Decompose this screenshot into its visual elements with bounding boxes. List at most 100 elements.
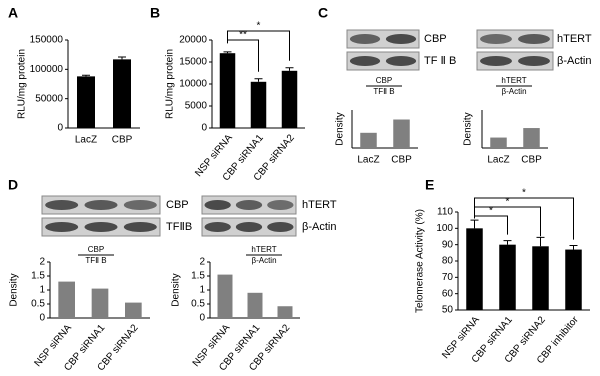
bar (58, 281, 75, 318)
blot-band (385, 56, 417, 66)
y-tick-label: 100 (436, 223, 453, 234)
bar (360, 132, 377, 148)
blot-label: β-Actin (302, 221, 336, 233)
ratio-numerator: CBP (88, 245, 104, 254)
y-tick-label: 70 (442, 272, 454, 283)
y-tick-label: 1 (199, 285, 205, 296)
bar (250, 81, 267, 128)
ratio-denominator: TFⅡ B (373, 87, 394, 96)
y-tick-label: 1 (39, 285, 45, 296)
y-tick-label: 50 (442, 305, 454, 316)
blot-band (204, 200, 231, 210)
bar (466, 228, 483, 310)
bar (565, 249, 582, 310)
error-bar (503, 240, 512, 245)
bar (277, 306, 293, 318)
bar (217, 274, 233, 318)
bar (125, 302, 142, 318)
blot-band (45, 200, 79, 210)
blot-label: hTERT (557, 33, 592, 45)
x-tick-label: LacZ (357, 155, 379, 166)
blot-band (84, 222, 118, 232)
significance-label: * (522, 188, 526, 199)
bar (91, 288, 109, 318)
y-axis-label: Telomerase Activity (%) (415, 209, 426, 313)
ratio-denominator: TFⅡ B (85, 256, 106, 265)
y-tick-label: 90 (442, 239, 454, 250)
y-tick-label: 2 (39, 257, 45, 268)
error-bar (254, 78, 263, 82)
panel-label: C (318, 5, 328, 21)
blot-band (518, 34, 550, 44)
y-axis-label: RLU/mg protein (165, 49, 176, 119)
x-tick-label: LacZ (487, 155, 509, 166)
bar (523, 128, 540, 148)
blot-band (480, 34, 512, 44)
y-tick-label: 80 (442, 256, 454, 267)
blot-band (123, 222, 157, 232)
y-axis-label: Density (463, 112, 474, 145)
y-tick-label: 50000 (35, 93, 63, 104)
blot-band (267, 222, 294, 232)
blot-band (480, 56, 512, 66)
y-tick-label: 1.5 (191, 271, 205, 282)
x-tick-label: LacZ (75, 135, 97, 146)
significance-label: * (506, 197, 510, 208)
y-tick-label: 15000 (179, 57, 207, 68)
bar (77, 76, 95, 128)
blot-label: TFⅡB (166, 221, 192, 233)
blot-label: CBP (166, 199, 189, 211)
blot-band (45, 222, 79, 232)
significance-label: * (257, 21, 261, 32)
ratio-numerator: CBP (376, 76, 392, 85)
y-tick-label: 150000 (30, 35, 64, 46)
ratio-numerator: hTERT (251, 245, 276, 254)
blot-band (349, 34, 381, 44)
significance-label: ** (239, 30, 247, 41)
bar (113, 59, 131, 128)
blot-band (84, 200, 118, 210)
x-tick-label: CBP (521, 155, 542, 166)
y-axis-label: Density (335, 112, 346, 145)
y-tick-label: 110 (437, 207, 453, 218)
bar (532, 246, 549, 310)
bar (499, 244, 516, 310)
y-tick-label: 0 (199, 313, 205, 324)
y-tick-label: 0.5 (191, 299, 205, 310)
bar (281, 70, 298, 128)
panel-label: E (425, 177, 434, 193)
significance-bracket (474, 197, 574, 240)
error-bar (470, 219, 479, 229)
blot-band (235, 200, 263, 210)
x-tick-label: CBP (112, 135, 133, 146)
y-tick-label: 10000 (179, 79, 207, 90)
error-bar (569, 244, 578, 250)
y-tick-label: 2 (199, 257, 205, 268)
blot-label: CBP (424, 33, 447, 45)
ratio-numerator: hTERT (501, 76, 526, 85)
y-tick-label: 0 (201, 123, 207, 134)
error-bar (118, 56, 126, 60)
error-bar (285, 67, 294, 71)
ratio-denominator: β-Actin (501, 87, 526, 96)
error-bar (223, 51, 232, 54)
x-tick-label: CBP (391, 155, 412, 166)
blot-label: β-Actin (557, 55, 591, 67)
blot-band (123, 200, 157, 210)
y-axis-label: Density (9, 273, 20, 306)
panel-label: B (150, 5, 160, 21)
y-axis-label: Density (171, 273, 182, 306)
error-bar (82, 74, 90, 77)
blot-label: TF Ⅱ B (424, 55, 456, 67)
ratio-denominator: β-Actin (251, 256, 276, 265)
blot-band (349, 56, 381, 66)
y-tick-label: 5000 (185, 101, 208, 112)
blot-label: hTERT (302, 199, 337, 211)
error-bar (536, 236, 545, 247)
bar (219, 53, 236, 129)
y-tick-label: 0.5 (31, 299, 45, 310)
y-tick-label: 1.5 (31, 271, 45, 282)
bar (490, 137, 507, 148)
panel-label: D (8, 177, 18, 193)
